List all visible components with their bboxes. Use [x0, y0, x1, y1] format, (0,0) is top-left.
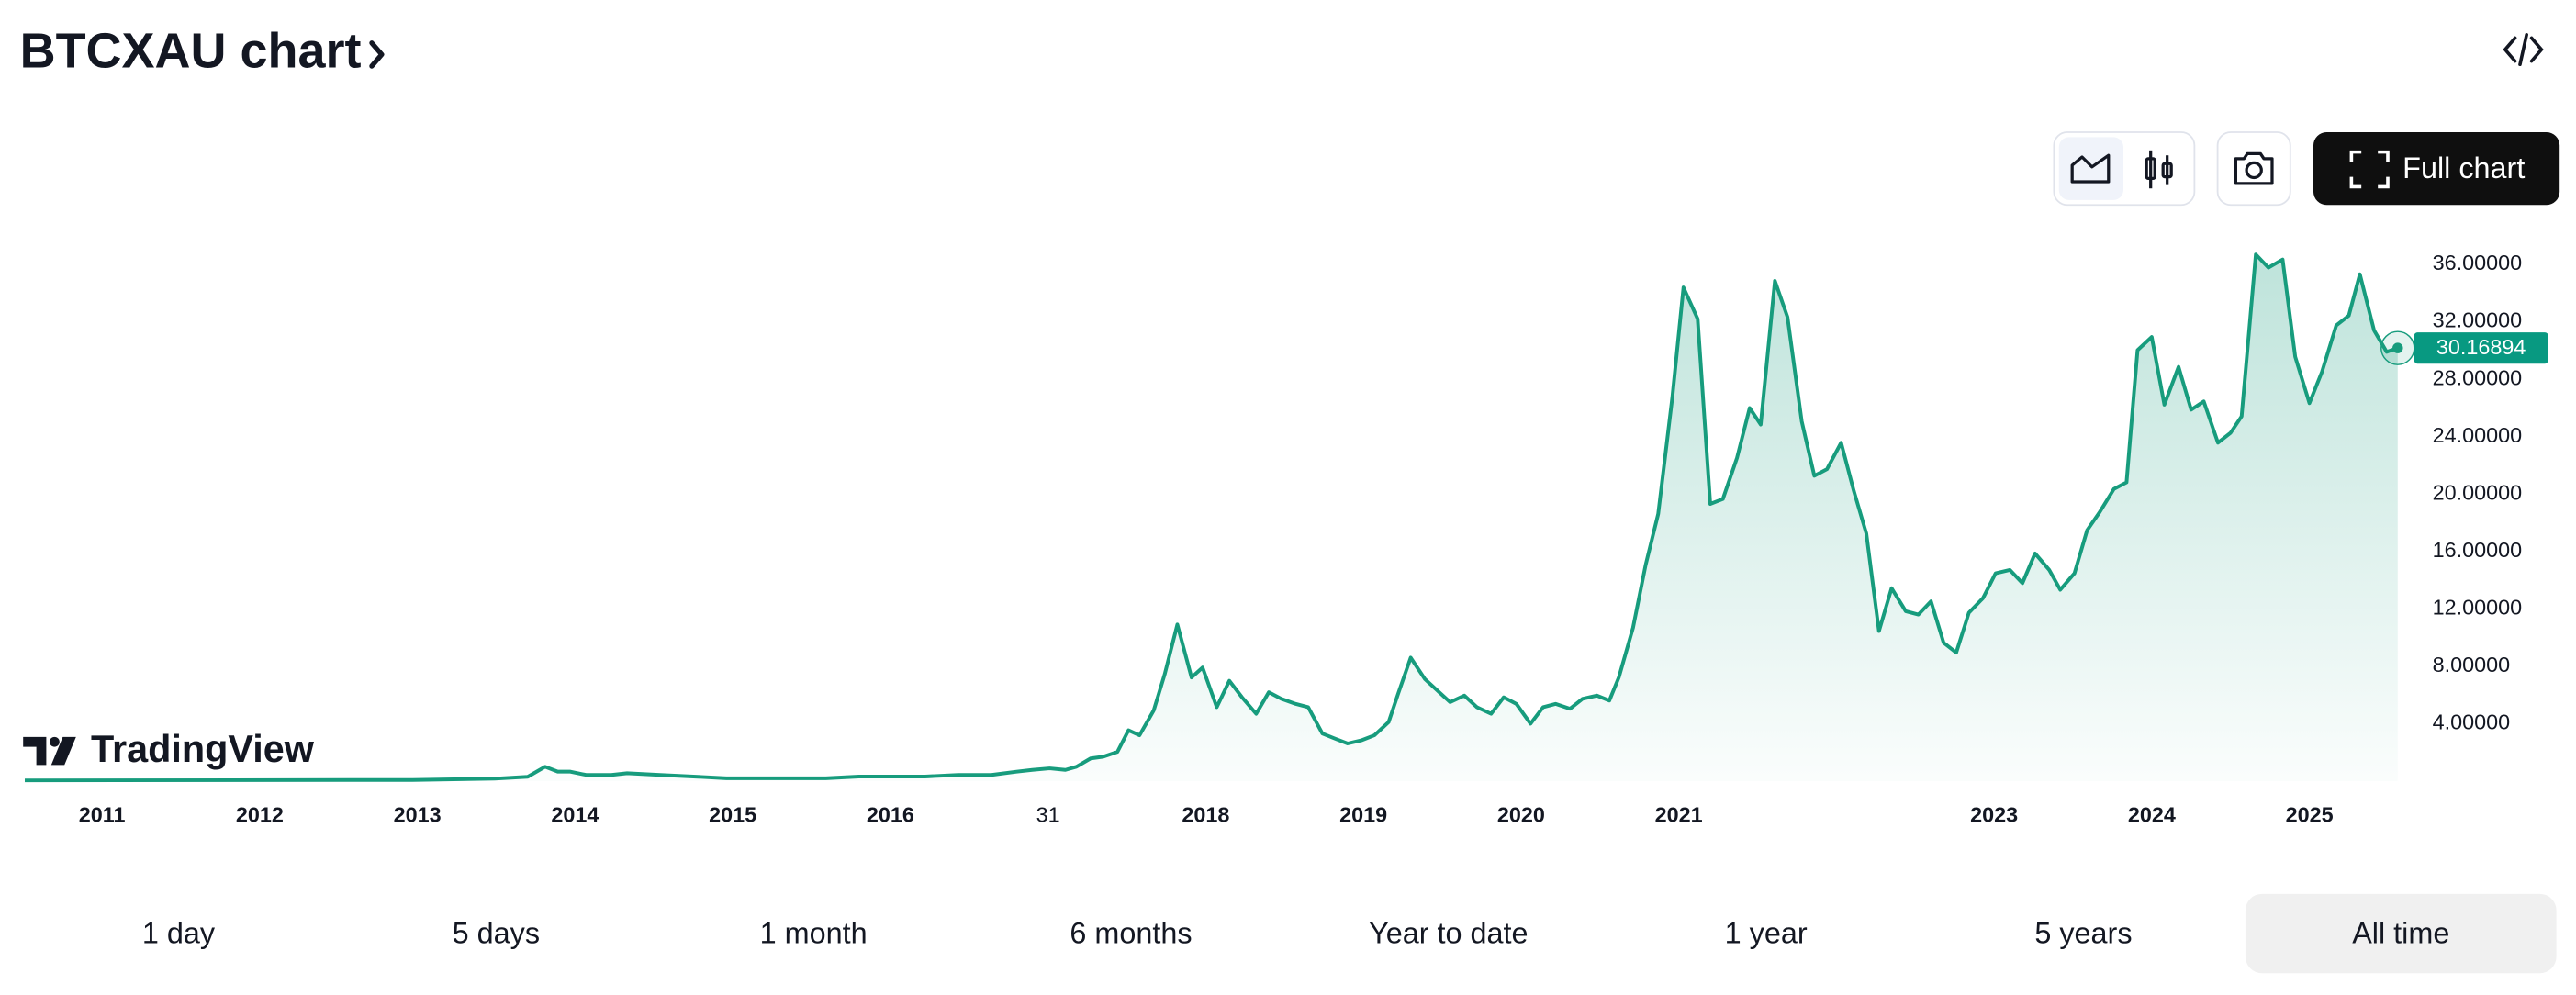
- range-button[interactable]: Year to date: [1369, 916, 1528, 949]
- x-tick-label: 2021: [1655, 802, 1703, 826]
- y-tick-label: 8.00000: [2433, 653, 2511, 676]
- x-tick-label: 2014: [551, 802, 599, 826]
- page-title[interactable]: BTCXAU chart: [20, 24, 362, 79]
- x-tick-label: 2016: [867, 802, 914, 826]
- line-type-button[interactable]: [2058, 137, 2123, 200]
- last-point: [2392, 342, 2403, 353]
- x-tick-label: 2012: [236, 802, 284, 826]
- x-tick-label: 2024: [2128, 802, 2176, 826]
- x-tick-label: 2025: [2286, 802, 2334, 826]
- y-tick-label: 12.00000: [2433, 595, 2523, 619]
- x-tick-label: 31: [1036, 802, 1060, 826]
- full-chart-button[interactable]: [2313, 132, 2560, 206]
- logo-text[interactable]: TradingView: [91, 728, 315, 770]
- full-chart-label[interactable]: Full chart: [2402, 151, 2525, 184]
- range-bar: 1 day 5 days 1 month 6 months Year to date 1 …: [142, 893, 2557, 974]
- y-tick-label: 4.00000: [2433, 710, 2511, 734]
- snapshot-button[interactable]: [2216, 131, 2291, 207]
- x-tick-label: 2011: [79, 802, 126, 826]
- line: [24, 252, 2399, 783]
- range-button[interactable]: 5 years: [2034, 916, 2132, 949]
- x-tick-label: 2020: [1497, 802, 1545, 826]
- x-tick-label: 2013: [394, 802, 442, 826]
- y-tick-label: 32.00000: [2433, 308, 2523, 332]
- embed-button[interactable]: [2503, 33, 2544, 67]
- x-tick-label: 2023: [1970, 802, 2018, 826]
- price-tag-label: 30.16894: [2436, 335, 2526, 359]
- y-tick-label: 28.00000: [2433, 365, 2523, 389]
- full-chart-icon: [2349, 150, 2390, 189]
- range-button[interactable]: 6 months: [1070, 916, 1192, 949]
- tradingview-logo[interactable]: TradingView: [23, 728, 315, 770]
- title-chevron[interactable]: [369, 40, 385, 69]
- x-tick-label: 2018: [1182, 802, 1229, 826]
- y-tick-label: 20.00000: [2433, 480, 2523, 504]
- y-tick-label: 24.00000: [2433, 423, 2523, 447]
- x-tick-label: 2015: [709, 802, 756, 826]
- range-button[interactable]: All time: [2352, 916, 2449, 949]
- candle-type-button[interactable]: [2145, 150, 2173, 189]
- y-tick-label: 16.00000: [2433, 538, 2523, 562]
- area: [24, 254, 2398, 781]
- range-selected-bg: [2245, 893, 2557, 974]
- price-tag: [2414, 332, 2548, 364]
- x-tick-label: 2019: [1339, 802, 1387, 826]
- line-type-icon: [2070, 153, 2111, 184]
- y-tick-label: 36.00000: [2433, 251, 2523, 274]
- range-button[interactable]: 5 days: [453, 916, 540, 949]
- plot: 4.00000 8.00000 12.00000 16.00000 20.00000 24…: [24, 251, 2548, 826]
- range-button[interactable]: 1 year: [1725, 916, 1808, 949]
- range-button[interactable]: 1 day: [142, 916, 216, 949]
- range-button[interactable]: 1 month: [760, 916, 868, 949]
- camera-icon: [2234, 151, 2274, 185]
